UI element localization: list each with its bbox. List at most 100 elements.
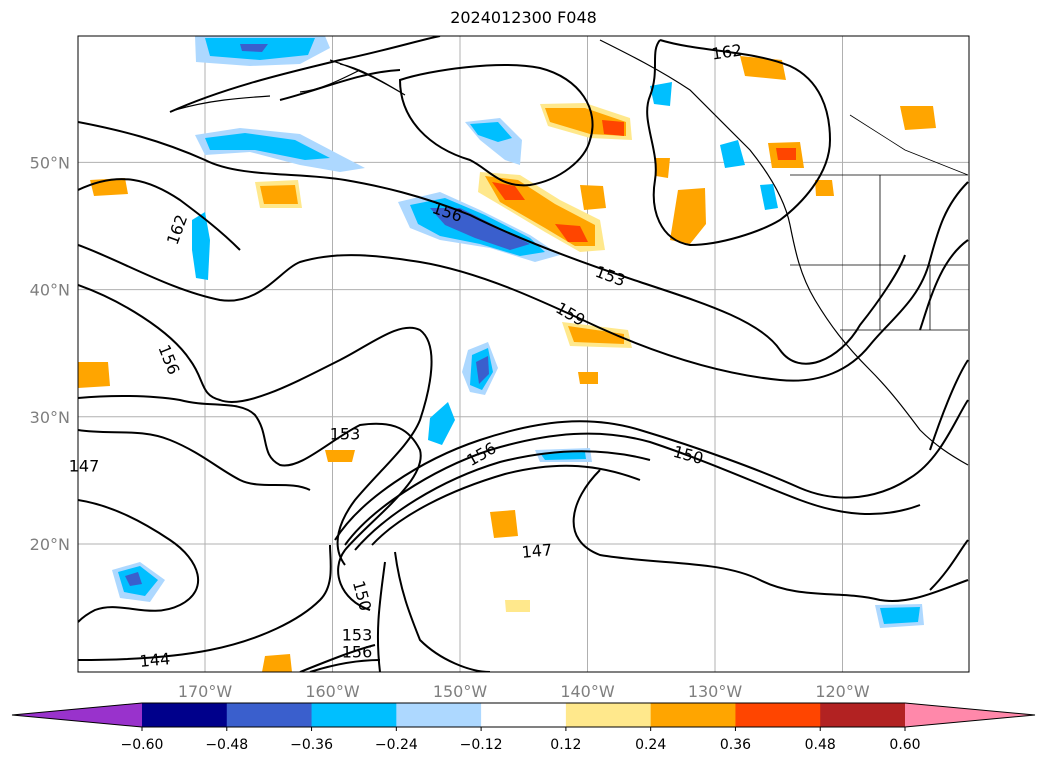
positive-anomaly-patch — [655, 158, 670, 178]
colorbar-segment — [735, 703, 821, 727]
positive-anomaly-patch — [740, 56, 786, 80]
longitude-tick-label: 130°W — [688, 682, 743, 701]
contour-line — [78, 544, 332, 661]
contour-line — [398, 64, 594, 187]
positive-anomaly-patch — [505, 600, 530, 612]
negative-anomaly-patch — [720, 140, 745, 168]
colorbar: −0.60 −0.48 −0.36 −0.24 −0.12 0.12 0.24 0.36 0.4… — [11, 702, 1036, 753]
contour-value-label: 156 — [342, 643, 373, 662]
positive-anomaly-patch — [670, 188, 706, 244]
contour-line — [309, 659, 381, 672]
positive-anomaly-patch — [815, 180, 834, 196]
colorbar-tick-label: −0.36 — [290, 737, 333, 753]
colorbar-segment — [396, 703, 482, 727]
negative-anomaly-patch — [540, 452, 586, 460]
latitude-tick-label: 20°N — [30, 535, 70, 554]
contour-line — [394, 551, 491, 672]
longitude-tick-label: 140°W — [560, 682, 615, 701]
north-america-coast — [599, 39, 969, 466]
contour-line — [334, 399, 969, 541]
colorbar-tick-label: −0.24 — [375, 737, 418, 753]
map-panel — [78, 36, 969, 672]
contour-line — [279, 69, 401, 101]
colorbar-tick-label: −0.12 — [460, 737, 503, 753]
colorbar-segment — [481, 703, 567, 727]
contour-line — [299, 644, 376, 672]
contour-value-label: 162 — [710, 40, 743, 63]
negative-anomaly-patch — [470, 122, 512, 142]
shaded-anomalies — [78, 36, 936, 672]
colorbar-segment — [650, 703, 736, 727]
positive-anomaly-patch — [602, 120, 624, 136]
contour-line — [78, 284, 433, 566]
positive-anomaly-patch — [900, 106, 936, 130]
contour-value-label: 153 — [342, 626, 373, 645]
contour-value-label: 162 — [163, 212, 191, 247]
colorbar-tick-label: 0.24 — [635, 737, 666, 753]
contour-line — [78, 121, 906, 365]
contour-line — [169, 36, 441, 113]
colorbar-tick-label: 0.12 — [550, 737, 581, 753]
coastlines — [174, 39, 969, 466]
contour-line — [78, 499, 199, 623]
contour-line — [929, 539, 969, 591]
colorbar-tick-label: 0.48 — [805, 737, 836, 753]
longitude-tick-label: 150°W — [433, 682, 488, 701]
colorbar-segment — [565, 703, 652, 727]
contour-value-label: 147 — [521, 540, 553, 562]
negative-anomaly-patch — [205, 133, 330, 160]
colorbar-segment — [820, 703, 906, 727]
negative-anomaly-patch — [430, 208, 530, 250]
latitude-labels: 20°N 30°N 40°N 50°N — [30, 153, 70, 554]
positive-anomaly-patch — [492, 182, 525, 200]
state-borders — [790, 114, 969, 331]
contour-line — [78, 394, 422, 611]
alaska-coast — [329, 59, 406, 96]
graticule — [78, 36, 969, 672]
map-frame — [77, 35, 970, 673]
negative-anomaly-patch — [476, 356, 489, 384]
negative-anomaly-patch — [760, 184, 778, 210]
contour-line — [78, 429, 311, 491]
positive-anomaly-patch — [262, 654, 292, 672]
contour-value-label: 150 — [349, 579, 375, 613]
colorbar-segment — [311, 703, 397, 727]
contour-line — [78, 178, 241, 251]
positive-anomaly-patch — [490, 510, 518, 538]
contour-line — [78, 181, 969, 382]
negative-anomaly-patch — [428, 402, 455, 445]
latitude-tick-label: 30°N — [30, 408, 70, 427]
negative-anomaly-patch — [240, 44, 268, 52]
contour-value-label: 144 — [139, 649, 171, 671]
negative-anomaly-patch — [880, 607, 920, 624]
positive-anomaly-patch — [325, 450, 355, 462]
longitude-labels: 170°W 160°W 150°W 140°W 130°W 120°W — [178, 682, 870, 701]
colorbar-extend-high — [905, 703, 1035, 727]
positive-anomaly-patch — [555, 224, 588, 242]
positive-anomaly-patch — [578, 372, 598, 384]
positive-anomaly-patch — [776, 148, 796, 160]
colorbar-tick-label: −0.60 — [121, 737, 164, 753]
contour-value-label: 153 — [330, 425, 361, 444]
negative-anomaly-patch — [125, 572, 142, 586]
contour-line — [376, 561, 386, 672]
latitude-tick-label: 50°N — [30, 153, 70, 172]
positive-anomaly-patch — [580, 185, 606, 210]
contour-line — [646, 39, 832, 247]
positive-anomaly-patch — [568, 326, 624, 344]
contour-line — [572, 469, 969, 602]
positive-anomaly-patch — [260, 185, 298, 204]
contour-line — [371, 464, 641, 546]
negative-anomaly-patch — [192, 212, 210, 280]
longitude-tick-label: 160°W — [305, 682, 360, 701]
latitude-tick-label: 40°N — [30, 281, 70, 300]
colorbar-tick-label: 0.36 — [720, 737, 751, 753]
contour-value-label: 150 — [671, 442, 705, 468]
contour-line — [344, 432, 921, 546]
contour-line — [919, 239, 969, 331]
longitude-tick-label: 170°W — [178, 682, 233, 701]
contour-line — [354, 450, 651, 551]
colorbar-tick-label: 0.60 — [889, 737, 920, 753]
